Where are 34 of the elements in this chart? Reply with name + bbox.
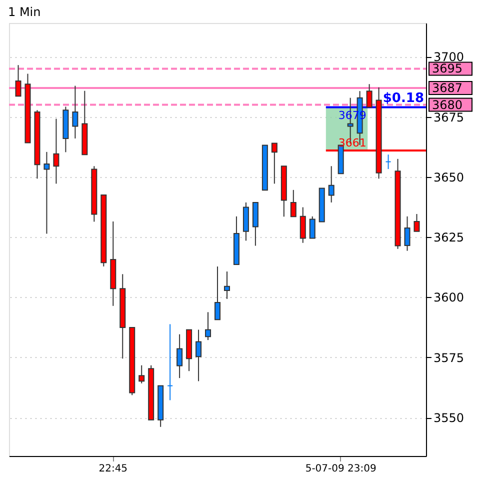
ref-line-label: 3687 xyxy=(432,80,463,95)
candlestick xyxy=(414,214,420,232)
ref-line-label: 3680 xyxy=(432,98,463,112)
y-tick-label: 3575 xyxy=(434,350,464,365)
candlestick xyxy=(44,151,50,234)
candlestick xyxy=(15,64,22,97)
candlestick xyxy=(328,166,334,203)
candlestick xyxy=(300,206,306,244)
candlestick xyxy=(290,189,296,218)
candlestick xyxy=(167,324,174,401)
candlestick xyxy=(404,216,410,252)
candlestick xyxy=(53,118,60,184)
candlestick xyxy=(72,85,78,139)
y-tick-label: 3675 xyxy=(434,110,464,124)
y-tick-label: 3650 xyxy=(434,170,464,184)
candlestick xyxy=(224,270,230,300)
candlestick xyxy=(366,84,372,108)
y-tick-label: 3700 xyxy=(434,50,464,64)
candlestick xyxy=(214,266,220,320)
annotation: $0.18 xyxy=(382,91,424,106)
y-tick-label: 3600 xyxy=(434,290,464,305)
x-tick-label: 22:45 xyxy=(98,464,128,474)
candlestick xyxy=(309,216,316,239)
x-tick-label: 5-07-09 23:09 xyxy=(305,464,376,474)
candlestick xyxy=(385,154,392,170)
candlestick xyxy=(176,334,183,379)
y-tick-label: 3625 xyxy=(434,230,464,245)
candlestick xyxy=(271,142,278,184)
candlestick xyxy=(196,329,202,382)
chart-title: 1 Min xyxy=(8,5,41,19)
ref-line-label: 3695 xyxy=(432,62,463,76)
candlestick xyxy=(205,312,212,341)
candlestick xyxy=(138,364,145,384)
y-tick-label: 3550 xyxy=(434,411,464,426)
